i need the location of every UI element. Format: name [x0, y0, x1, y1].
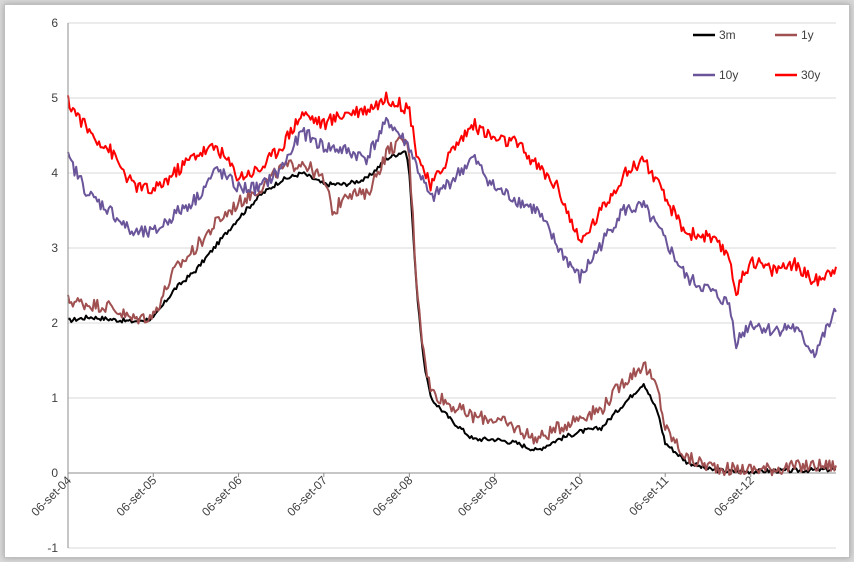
x-tick-label: 06-set-06 [199, 473, 245, 519]
series-line-30y [67, 91, 837, 297]
x-tick-label: 06-set-11 [626, 473, 671, 518]
y-tick-label: 1 [51, 391, 58, 405]
chart-frame: 6 5 4 3 2 1 0 -1 06-set-04 06-set-05 06-set-06 06-… [4, 4, 850, 558]
legend-label-1y: 1y [801, 28, 814, 42]
x-tick-label: 06-set-08 [370, 473, 416, 519]
x-tick-label: 06-set-12 [711, 473, 757, 519]
y-tick-label: -1 [47, 541, 58, 555]
legend-label-10y: 10y [719, 68, 738, 82]
x-tick-label: 06-set-09 [455, 473, 501, 519]
series-line-3m [67, 150, 837, 475]
y-tick-label: 6 [51, 16, 58, 30]
y-tick-label: 3 [51, 241, 58, 255]
x-axis: 06-set-04 06-set-05 06-set-06 06-set-07 06-s… [28, 473, 757, 519]
legend-label-3m: 3m [719, 28, 736, 42]
x-tick-label: 06-set-10 [540, 473, 586, 519]
legend: 3m 1y 10y 30y [693, 28, 820, 82]
y-tick-label: 0 [51, 466, 58, 480]
x-tick-label: 06-set-07 [284, 473, 330, 519]
y-tick-label: 5 [51, 91, 58, 105]
series-line-10y [67, 116, 837, 359]
y-tick-label: 4 [51, 166, 58, 180]
legend-label-30y: 30y [801, 68, 820, 82]
gridlines [68, 22, 836, 549]
x-tick-label: 06-set-05 [114, 473, 160, 519]
y-axis: 6 5 4 3 2 1 0 -1 [47, 16, 69, 555]
series-line-1y [67, 136, 837, 477]
y-tick-label: 2 [51, 316, 58, 330]
series-lines [67, 91, 837, 477]
